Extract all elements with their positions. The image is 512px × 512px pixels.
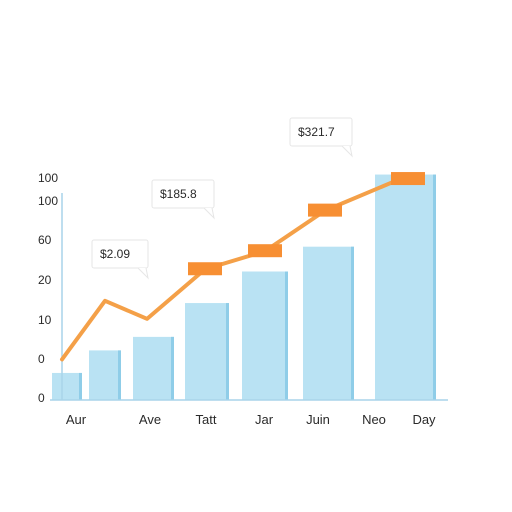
x-axis-ticks: Aur Ave Tatt Jar Juin Neo Day bbox=[66, 412, 436, 427]
bar-fill bbox=[242, 271, 288, 400]
x-tick-label: Jar bbox=[255, 412, 274, 427]
bar-edge bbox=[171, 336, 174, 400]
x-tick-label: Juin bbox=[306, 412, 330, 427]
callout-box bbox=[91, 239, 149, 269]
bar-edge bbox=[118, 350, 121, 400]
y-tick-label: 100 bbox=[38, 194, 58, 208]
bar-4 bbox=[242, 271, 288, 400]
bar-2 bbox=[133, 336, 174, 400]
bar-0 bbox=[52, 372, 82, 400]
y-tick-label: 60 bbox=[38, 233, 52, 247]
callout-pointer bbox=[203, 207, 215, 220]
callout-label: $2.09 bbox=[100, 247, 130, 261]
bars-layer bbox=[52, 174, 436, 400]
line-marker-3 bbox=[188, 262, 222, 276]
callout-box bbox=[151, 179, 215, 209]
bar-fill bbox=[133, 336, 174, 400]
x-tick-label: Tatt bbox=[196, 412, 217, 427]
bar-3 bbox=[185, 303, 229, 400]
line-marker-5 bbox=[308, 203, 342, 217]
callout-box bbox=[289, 117, 353, 147]
y-tick-label: 10 bbox=[38, 313, 52, 327]
axis-layer bbox=[50, 193, 448, 401]
y-tick-label: 0 bbox=[38, 352, 45, 366]
bar-fill bbox=[52, 372, 82, 400]
callout-1: $185.8 bbox=[151, 179, 215, 220]
bar-6 bbox=[375, 174, 436, 400]
bar-1 bbox=[89, 350, 121, 400]
y-tick-label: 0 bbox=[38, 391, 45, 405]
bar-fill bbox=[375, 174, 436, 400]
bar-5 bbox=[303, 246, 354, 400]
callout-pointer bbox=[137, 267, 149, 280]
callout-0: $2.09 bbox=[91, 239, 149, 280]
bar-edge bbox=[433, 174, 436, 400]
bar-edge bbox=[351, 246, 354, 400]
callout-label: $321.7 bbox=[298, 125, 335, 139]
bar-fill bbox=[303, 246, 354, 400]
line-marker-4 bbox=[248, 244, 282, 258]
bar-edge bbox=[79, 372, 82, 400]
x-tick-label: Aur bbox=[66, 412, 87, 427]
callout-2: $321.7 bbox=[289, 117, 353, 158]
callout-pointer bbox=[341, 145, 353, 158]
y-tick-label: 20 bbox=[38, 273, 52, 287]
y-tick-label: 100 bbox=[38, 171, 58, 185]
bar-edge bbox=[226, 303, 229, 400]
bar-fill bbox=[89, 350, 121, 400]
bar-fill bbox=[185, 303, 229, 400]
bar-edge bbox=[285, 271, 288, 400]
x-tick-label: Neo bbox=[362, 412, 386, 427]
x-tick-label: Day bbox=[412, 412, 436, 427]
callout-label: $185.8 bbox=[160, 187, 197, 201]
line-layer bbox=[60, 172, 425, 362]
callout-layer: $2.09 $185.8 $321.7 bbox=[91, 117, 353, 280]
x-tick-label: Ave bbox=[139, 412, 161, 427]
line-marker-6 bbox=[391, 172, 425, 186]
